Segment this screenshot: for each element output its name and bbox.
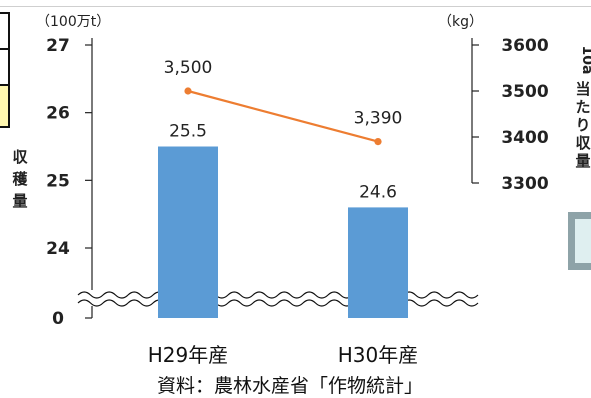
left-axis-unit: （100万t）: [36, 14, 110, 30]
right-tick-label: 3400: [501, 128, 548, 148]
chart-axes: [77, 38, 482, 319]
bar-value-label: 24.6: [359, 182, 397, 202]
axis-break-wave: [77, 291, 479, 299]
left-tick-label: 24: [46, 239, 70, 259]
right-axis-title: た: [575, 98, 590, 116]
line-series: [184, 87, 382, 146]
bar-1: [348, 207, 408, 318]
cropped-frame-fragment: [0, 84, 10, 128]
line-value-label: 3,500: [164, 58, 213, 78]
line-point-0: [184, 87, 192, 95]
axis-break-wave: [77, 299, 479, 307]
bar-0: [158, 146, 218, 318]
right-axis-title: 収: [575, 134, 591, 152]
chart-labels: 27 26 25 24 0 3600 3500 3400 3300 25.5 24.6 3,500 3,…: [12, 14, 591, 397]
right-axis-title: 量: [575, 152, 590, 170]
left-axis-title: 量: [12, 192, 27, 210]
left-tick-label: 0: [52, 309, 64, 329]
bar-series: [158, 146, 408, 318]
right-axis-title: 当: [575, 80, 590, 98]
line-path: [187, 89, 379, 143]
category-label: H29年産: [148, 343, 229, 367]
right-tick-label: 3500: [501, 82, 548, 102]
left-axis-title: 穫: [12, 170, 28, 188]
left-tick-label: 27: [46, 36, 70, 56]
bar-value-label: 25.5: [169, 122, 207, 142]
left-tick-label: 25: [46, 171, 70, 191]
category-label: H30年産: [338, 343, 419, 367]
line-point-1: [374, 138, 382, 146]
left-axis-title: 収: [12, 148, 28, 166]
left-tick-label: 26: [46, 104, 70, 124]
right-axis-title: り: [575, 116, 590, 134]
right-tick-label: 3300: [501, 174, 548, 194]
cropped-box-fragment-inner: [575, 219, 591, 263]
right-axis-title: 10a: [579, 46, 591, 75]
right-axis-unit: （kg）: [438, 14, 483, 30]
right-tick-label: 3600: [501, 36, 548, 56]
source-note: 資料：農林水産省「作物統計」: [157, 375, 423, 397]
top-divider-line: [0, 6, 591, 7]
line-value-label: 3,390: [354, 109, 403, 129]
